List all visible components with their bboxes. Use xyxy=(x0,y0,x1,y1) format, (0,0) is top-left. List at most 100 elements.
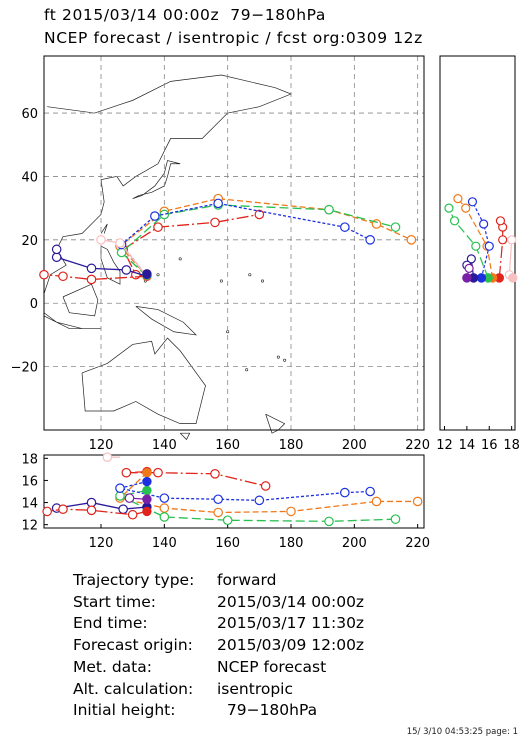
coastline xyxy=(100,223,108,234)
bottom-start-purple xyxy=(142,494,152,504)
side-x-tick-label: 14 xyxy=(459,438,476,453)
trajectory-marker-orange xyxy=(406,235,417,245)
side-x-tick-label: 16 xyxy=(481,438,498,453)
side-marker-purple xyxy=(464,263,474,273)
coastline xyxy=(179,432,191,441)
bottom-y-tick-label: 14 xyxy=(21,497,38,512)
side-marker-blue xyxy=(479,219,489,229)
trajectory-marker-pink xyxy=(102,452,113,463)
trajectory-marker-pink xyxy=(115,238,125,248)
bottom-frame xyxy=(43,454,425,529)
side-start-purple xyxy=(462,273,472,283)
trajectory-marker-green xyxy=(159,512,170,522)
island xyxy=(219,279,223,283)
trajectory-marker-orange xyxy=(159,503,170,513)
trajectory-marker-red xyxy=(121,467,132,478)
y-tick-label: −20 xyxy=(11,361,38,376)
info-value: NCEP forecast xyxy=(217,657,327,676)
trajectory-marker-green xyxy=(222,515,233,526)
side-line-orange xyxy=(457,198,494,278)
info-row: Initial height: 79−180hPa xyxy=(73,700,364,722)
header-title-line1: ft 2015/03/14 00:00z 79−180hPa xyxy=(44,6,326,24)
trajectory-line-red xyxy=(122,213,260,277)
bottom-y-tick-label: 16 xyxy=(21,474,38,489)
trajectory-marker-blue xyxy=(254,495,265,506)
info-row: Start time: 2015/03/14 00:00z xyxy=(73,592,364,614)
side-trajectories xyxy=(444,194,518,283)
coastline xyxy=(43,312,101,329)
trajectory-line-green xyxy=(117,489,396,523)
trajectory-marker-navy xyxy=(121,265,132,275)
side-marker-blue xyxy=(484,241,494,251)
x-tick-label: 220 xyxy=(405,438,430,453)
side-marker-red xyxy=(498,235,508,245)
trajectory-marker-blue xyxy=(365,486,375,497)
trajectory-marker-red xyxy=(210,217,220,228)
trajectory-marker-red xyxy=(254,209,265,220)
trajectory-marker-navy xyxy=(51,244,62,255)
bottom-x-tick-label: 140 xyxy=(152,536,177,551)
trajectory-marker-navy xyxy=(51,252,62,263)
bottom-start-orange xyxy=(142,467,152,478)
bottom-y-tick-label: 12 xyxy=(21,519,38,534)
side-marker-green xyxy=(471,241,481,251)
y-tick-label: 0 xyxy=(30,297,38,312)
info-row: Trajectory type: forward xyxy=(73,570,364,592)
bottom-y-tick-label: 18 xyxy=(21,452,38,467)
trajectory-marker-blue xyxy=(340,222,350,232)
trajectory-marker-orange xyxy=(213,507,223,518)
island xyxy=(283,358,287,362)
x-tick-label: 200 xyxy=(342,438,367,453)
trajectory-marker-blue xyxy=(159,493,170,503)
bottom-trajectories xyxy=(42,452,423,527)
coastline xyxy=(43,74,292,294)
info-table: Trajectory type: forward Start time: 2015/… xyxy=(73,570,364,722)
y-tick-label: 60 xyxy=(21,107,38,122)
trajectory-line-navy xyxy=(56,501,147,510)
trajectory-marker-red xyxy=(153,222,163,232)
x-tick-label: 180 xyxy=(279,438,304,453)
map-trajectories xyxy=(39,193,417,285)
info-value: 2015/03/09 12:00z xyxy=(217,636,365,655)
trajectory-line-green xyxy=(120,204,396,277)
info-value: isentropic xyxy=(217,679,294,698)
trajectory-marker-red xyxy=(86,505,97,516)
side-line-red xyxy=(498,220,504,278)
side-start-blue xyxy=(476,273,487,283)
trajectory-marker-purple xyxy=(124,493,135,503)
bottom-start-blue xyxy=(142,476,152,487)
bottom-start-red xyxy=(142,506,152,517)
side-marker-navy xyxy=(466,254,476,264)
island xyxy=(245,368,249,372)
bottom-x-tick-label: 160 xyxy=(215,536,240,551)
trajectory-marker-red xyxy=(153,467,163,478)
side-frame xyxy=(439,55,516,431)
coastline xyxy=(135,306,197,336)
x-tick-label: 160 xyxy=(215,438,240,453)
coastline xyxy=(62,283,99,317)
side-start-pink xyxy=(508,273,518,283)
start-point-4 xyxy=(142,269,152,279)
bottom-x-tick-label: 220 xyxy=(405,536,430,551)
trajectory-marker-red xyxy=(58,271,68,282)
bottom-start-green xyxy=(142,485,152,496)
side-line-blue xyxy=(471,201,490,279)
info-label: Met. data: xyxy=(73,657,152,676)
y-tick-label: 20 xyxy=(21,234,38,249)
side-marker-orange xyxy=(453,194,463,204)
side-marker-green xyxy=(449,216,460,226)
info-label: Start time: xyxy=(73,592,157,611)
x-tick-label: 120 xyxy=(89,438,114,453)
info-value: 79−180hPa xyxy=(217,701,318,720)
info-row: Alt. calculation: isentropic xyxy=(73,679,364,701)
map-frame xyxy=(43,55,425,431)
trajectory-marker-red xyxy=(260,481,271,491)
trajectory-marker-blue xyxy=(115,483,125,493)
bottom-x-tick-label: 200 xyxy=(342,536,367,551)
trajectory-marker-red xyxy=(42,506,52,517)
trajectory-marker-pink xyxy=(96,235,106,245)
info-label: End time: xyxy=(73,614,148,633)
trajectory-marker-red xyxy=(58,504,68,514)
trajectory-line-blue xyxy=(119,480,371,501)
